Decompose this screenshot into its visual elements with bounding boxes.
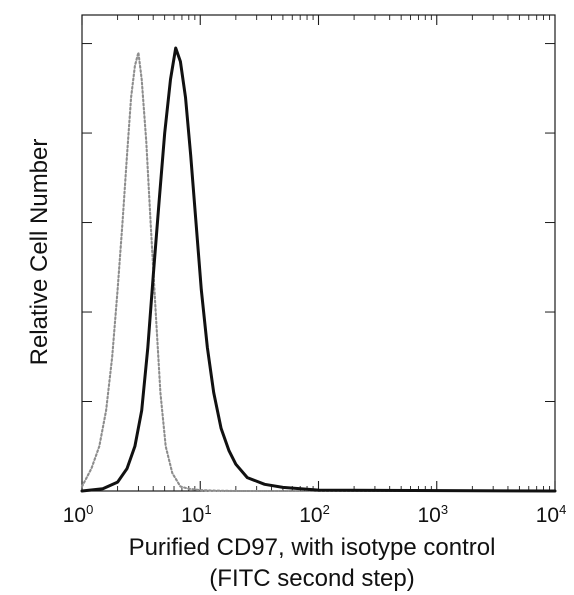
plot-frame: [81, 14, 556, 492]
y-axis-title: Relative Cell Number: [26, 139, 53, 366]
x-tick-label: 103: [417, 502, 448, 527]
x-tick-label: 101: [181, 502, 212, 527]
cd97-series-line: [80, 46, 557, 493]
x-axis-title: Purified CD97, with isotype control: [129, 534, 496, 561]
series-group: [80, 46, 557, 493]
x-tick-label: 100: [63, 502, 94, 527]
x-tick-label: 102: [299, 502, 330, 527]
x-axis: 100 101 102 103 104: [63, 15, 567, 527]
x-tick-label: 104: [536, 502, 567, 527]
x-axis-title-line-2: (FITC second step): [209, 565, 414, 592]
